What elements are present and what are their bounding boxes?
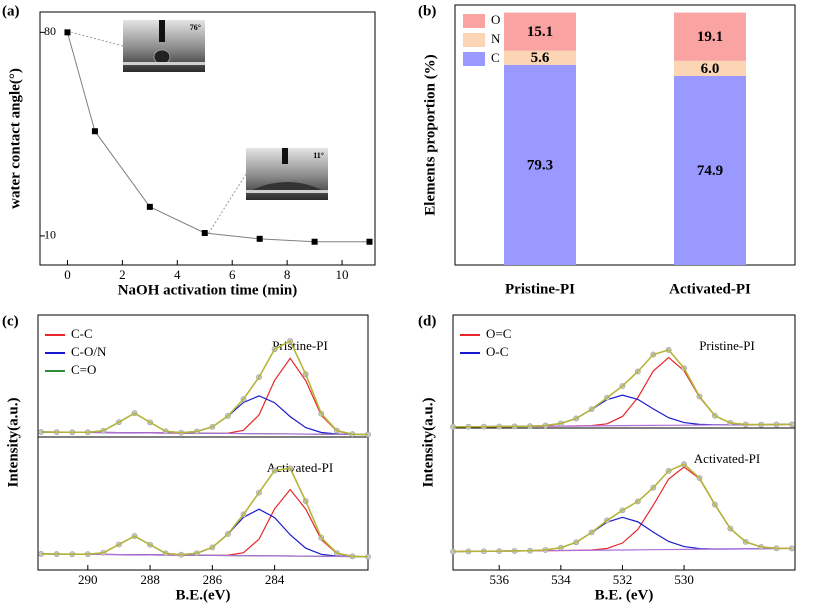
spectrum-line [41, 467, 369, 558]
x-tick-label: 4 [174, 267, 181, 282]
legend-label: C=O [71, 362, 96, 377]
bar-value-label: 15.1 [527, 24, 553, 40]
spectrum-line [452, 356, 792, 428]
panel-label: (d) [418, 313, 436, 329]
y-axis-label: Intensity(a.u.) [420, 397, 436, 487]
inset-stage [246, 190, 328, 193]
spectrum-line [41, 553, 369, 558]
plot-frame [37, 314, 369, 571]
data-marker [201, 230, 208, 237]
x-tick-label: 6 [229, 267, 236, 282]
inset-pointer [208, 173, 247, 234]
panel-label: (a) [2, 3, 20, 19]
bar-segment [504, 12, 576, 51]
x-axis-label: B.E. (eV) [595, 587, 654, 603]
plot-frame [454, 4, 796, 266]
legend-label: C-O/N [71, 344, 107, 359]
bar-value-label: 6.0 [701, 61, 720, 77]
bar-value-label: 5.6 [531, 50, 550, 66]
bar-segment [504, 64, 576, 265]
inset-label: 76° [190, 23, 201, 32]
legend-label: O-C [486, 344, 508, 359]
bar-value-label: 74.9 [697, 163, 723, 179]
inset-pointer [71, 31, 124, 47]
bar-segment [504, 50, 576, 65]
spectrum-line [452, 463, 792, 553]
x-tick-label: 288 [140, 572, 160, 587]
spectrum-line [41, 339, 369, 436]
panel-label: (b) [418, 3, 436, 19]
x-tick-label: 536 [489, 572, 509, 587]
spectrum-line [452, 516, 792, 553]
x-tick-label: 284 [265, 572, 285, 587]
x-tick-label: 534 [551, 572, 571, 587]
sub-panel-label: Pristine-PI [272, 338, 328, 353]
plot-frame [452, 314, 796, 571]
spectrum-line [41, 488, 369, 558]
x-tick-label: 10 [336, 267, 349, 282]
x-tick-label: Activated-PI [669, 281, 751, 297]
bar-segment [674, 12, 746, 61]
x-tick-label: 532 [613, 572, 633, 587]
legend-label: O [491, 12, 500, 27]
y-axis-label: water contact angle(°) [7, 68, 23, 209]
x-tick-label: 290 [78, 572, 98, 587]
data-marker [366, 238, 373, 245]
data-marker [91, 128, 98, 135]
sub-panel-label: Pristine-PI [699, 338, 755, 353]
inset-label: 11° [313, 151, 324, 160]
data-marker [311, 238, 318, 245]
x-tick-label: Pristine-PI [505, 281, 575, 297]
x-tick-label: 0 [64, 267, 71, 282]
legend-swatch [463, 33, 485, 47]
sub-panel-label: Activated-PI [694, 451, 760, 466]
spectrum-line [452, 394, 792, 428]
y-tick-label: 80 [44, 24, 56, 38]
data-marker [64, 29, 71, 36]
sub-panel-label: Activated-PI [267, 460, 333, 475]
data-marker [256, 235, 263, 242]
legend-swatch [463, 52, 485, 66]
x-tick-label: 8 [284, 267, 291, 282]
y-axis-label: Intensity(a.u.) [5, 397, 21, 487]
bar-value-label: 19.1 [697, 29, 723, 45]
inset-needle [282, 148, 288, 164]
y-axis-label: Elements proportion (%) [422, 54, 438, 215]
data-marker [146, 203, 153, 210]
bar-value-label: 79.3 [527, 157, 553, 173]
x-tick-label: 2 [119, 267, 126, 282]
legend-swatch [463, 14, 485, 28]
inset-needle [159, 20, 165, 42]
x-tick-label: 530 [674, 572, 694, 587]
x-tick-label: 286 [203, 572, 223, 587]
y-tick-label: 10 [44, 228, 56, 242]
x-axis-label: B.E.(eV) [176, 587, 231, 603]
inset-stage [123, 62, 205, 65]
spectrum-line [452, 348, 792, 428]
inset-droplet [153, 49, 171, 65]
legend-label: C-C [71, 326, 93, 341]
legend-label: N [491, 31, 501, 46]
bar-segment [674, 60, 746, 76]
legend-label: O=C [486, 326, 511, 341]
bar-segment [674, 75, 746, 265]
x-axis-label: NaOH activation time (min) [118, 282, 298, 298]
panel-label: (c) [2, 313, 19, 329]
legend-label: C [491, 50, 500, 65]
plot-frame [39, 11, 376, 266]
spectrum-line [41, 431, 369, 436]
data-line [66, 32, 370, 243]
inset-droplet [252, 182, 322, 190]
